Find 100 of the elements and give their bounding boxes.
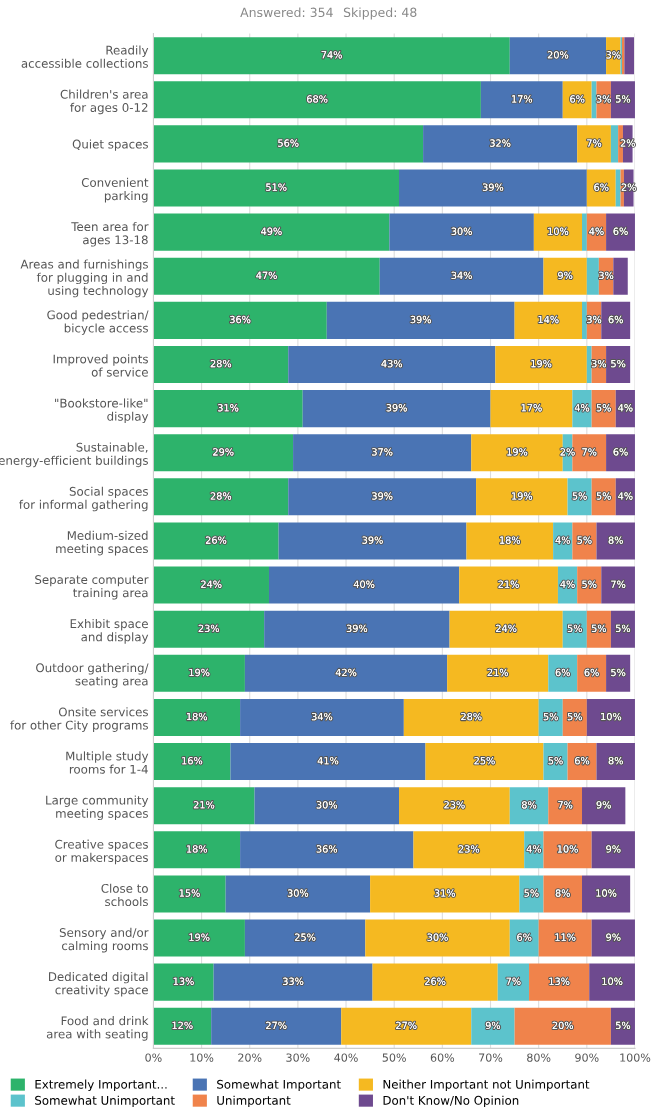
bar	[288, 345, 496, 384]
bar	[153, 478, 289, 516]
data-label: 11%	[555, 933, 576, 941]
bar	[596, 522, 635, 560]
bar	[211, 1007, 342, 1045]
data-label: 26%	[205, 536, 227, 544]
bar	[514, 301, 583, 339]
data-label: 39%	[362, 536, 383, 544]
bar	[543, 743, 568, 781]
legend-label: Extremely Important...	[35, 1079, 167, 1092]
data-label: 7%	[558, 801, 573, 809]
bar	[624, 37, 635, 75]
data-label: 18%	[187, 845, 208, 853]
data-label: 40%	[353, 580, 375, 588]
bar	[423, 125, 578, 163]
data-label: 5%	[543, 712, 558, 721]
x-tick-label: 60%	[430, 1053, 455, 1062]
data-label: 4%	[574, 404, 590, 412]
data-label: 5%	[524, 889, 539, 897]
data-label: 18%	[500, 536, 521, 544]
bar	[447, 654, 549, 692]
data-label: 27%	[396, 1021, 417, 1030]
data-label: 47%	[256, 271, 277, 280]
data-label: 49%	[261, 227, 282, 235]
bar	[618, 125, 623, 163]
bar	[365, 919, 510, 957]
data-label: 17%	[512, 95, 533, 103]
x-tick-label: 50%	[382, 1053, 406, 1062]
data-label: 41%	[317, 757, 339, 765]
bar	[509, 787, 549, 825]
data-label: 24%	[496, 624, 517, 633]
data-label: 6%	[517, 933, 532, 941]
data-label: 6%	[574, 757, 590, 765]
data-label: 28%	[461, 712, 482, 721]
data-label: 19%	[512, 492, 533, 500]
data-label: 3%	[587, 315, 602, 324]
bar	[610, 125, 619, 163]
x-tick-label: 100%	[620, 1053, 651, 1062]
bar	[591, 919, 635, 957]
bar	[476, 478, 568, 516]
data-label: 6%	[613, 227, 628, 235]
data-label: 17%	[521, 404, 542, 412]
text: Skipped: 48	[343, 7, 417, 20]
bar	[153, 81, 481, 119]
y-tick-label: Improved points of service	[53, 354, 148, 377]
bar	[399, 169, 587, 207]
bar	[268, 566, 460, 604]
bar	[341, 1007, 472, 1045]
bar	[543, 257, 587, 295]
bar	[153, 875, 226, 913]
bar	[425, 743, 544, 781]
data-label: 32%	[490, 139, 511, 147]
data-label: 16%	[182, 757, 203, 765]
data-label: 20%	[552, 1021, 574, 1030]
y-tick-label: Close to schools	[101, 883, 148, 907]
bar	[509, 37, 607, 75]
legend-label: Unimportant	[217, 1095, 291, 1108]
bar	[389, 213, 534, 251]
data-label: 4%	[526, 845, 542, 853]
bar	[244, 919, 366, 957]
y-tick-label: Large community meeting spaces	[46, 795, 149, 821]
data-label: 23%	[444, 801, 465, 809]
data-label: 25%	[474, 757, 495, 765]
bar	[153, 125, 424, 163]
data-label: 8%	[555, 889, 570, 897]
bar	[153, 169, 400, 207]
bar	[153, 787, 255, 825]
y-tick-label: Multiple study rooms for 1-4	[66, 751, 149, 774]
bar	[153, 434, 294, 472]
data-label: 6%	[608, 315, 623, 324]
bar	[230, 743, 426, 781]
y-tick-label: Onsite services for other City programs	[10, 707, 148, 732]
data-label: 30%	[287, 889, 309, 897]
y-tick-label: Exhibit space and display	[70, 619, 149, 644]
bar	[370, 875, 520, 913]
bar	[153, 213, 390, 251]
data-label: 5%	[567, 624, 582, 633]
bar	[514, 1007, 611, 1045]
bar	[509, 919, 539, 957]
data-label: 6%	[594, 183, 609, 191]
data-label: 5%	[611, 668, 626, 677]
bar	[153, 257, 380, 295]
data-label: 5%	[577, 536, 592, 544]
data-label: 18%	[187, 712, 208, 721]
data-label: 31%	[434, 889, 456, 897]
x-tick-label: 70%	[479, 1053, 503, 1062]
data-label: 20%	[547, 51, 569, 59]
data-label: 24%	[201, 580, 222, 588]
x-tick-label: 10%	[190, 1053, 214, 1062]
text: Answered: 354	[240, 7, 333, 18]
data-label: 10%	[596, 889, 617, 897]
data-label: 9%	[485, 1021, 501, 1030]
data-label: 5%	[615, 624, 631, 633]
y-tick-label: Outdoor gathering/ seating area	[36, 663, 149, 688]
data-label: 4%	[618, 404, 633, 412]
data-label: 14%	[538, 315, 559, 324]
data-label: 5%	[615, 95, 631, 103]
data-label: 30%	[427, 933, 448, 941]
y-tick-label: Sensory and/or calming rooms	[59, 927, 149, 953]
data-label: 13%	[173, 977, 194, 985]
